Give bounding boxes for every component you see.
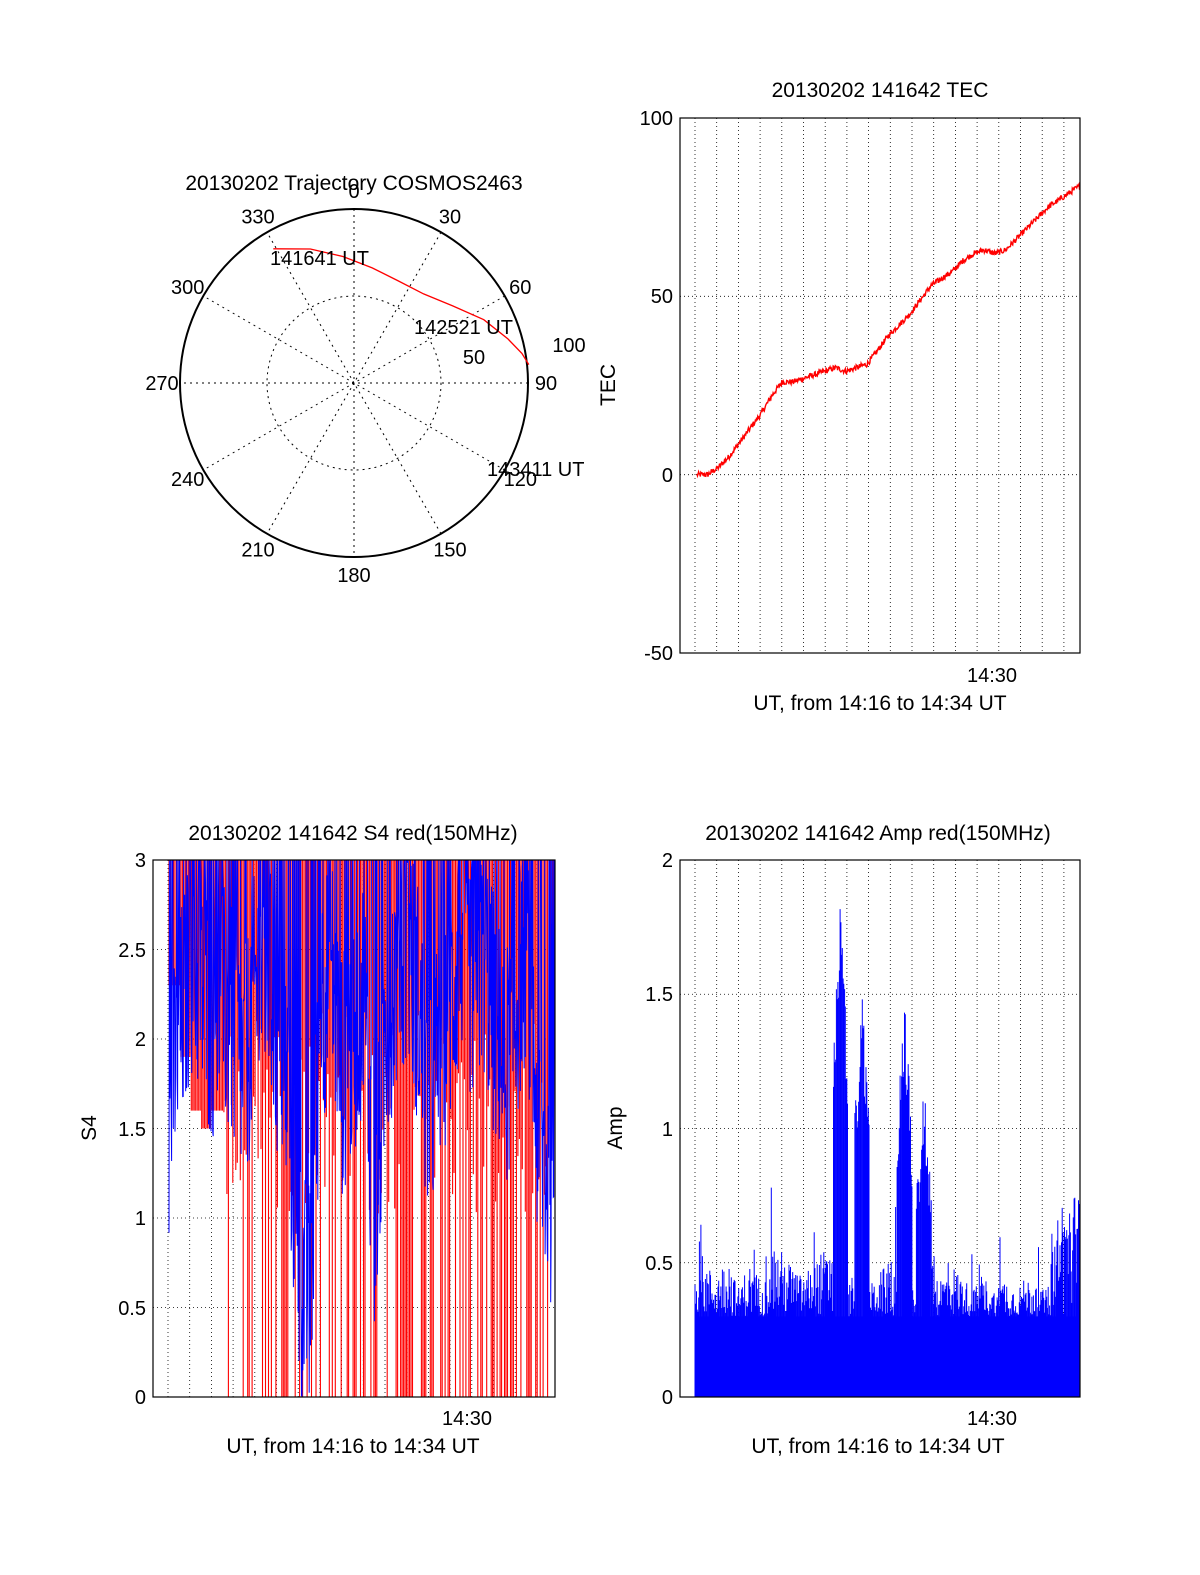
amp-title: 20130202 141642 Amp red(150MHz) [705, 822, 1051, 845]
amp-ytick-0: 0 [662, 1387, 673, 1409]
amp-ytick-1.5: 1.5 [645, 984, 673, 1006]
polar-azimuth-label-330: 330 [241, 207, 274, 229]
polar-azimuth-label-120: 120 [504, 469, 537, 491]
trajectory-end-label: 143411 UT [487, 459, 584, 481]
polar-radius-label-50: 50 [463, 347, 485, 369]
tec-xlabel: UT, from 14:16 to 14:34 UT [753, 692, 1006, 715]
polar-azimuth-label-240: 240 [171, 469, 204, 491]
trajectory-mid-label: 142521 UT [414, 317, 513, 339]
trajectory-line [273, 248, 530, 365]
polar-azimuth-label-150: 150 [433, 539, 466, 561]
s4-title: 20130202 141642 S4 red(150MHz) [188, 822, 517, 845]
s4-xtick-1430: 14:30 [442, 1408, 492, 1430]
amp-ytick-1: 1 [662, 1119, 673, 1141]
tec-ytick-100: 100 [640, 108, 673, 130]
tec-ytick-50: 50 [651, 286, 673, 308]
amp-ytick-2: 2 [662, 850, 673, 872]
s4-ytick-1: 1 [135, 1208, 146, 1230]
tec-xtick-1430: 14:30 [967, 665, 1017, 687]
amp-ylabel: Amp [604, 1106, 627, 1149]
polar-azimuth-labels: 0 30 60 90 120 150 180 210 240 270 300 330 [145, 181, 557, 587]
tec-ytick-minus50: -50 [644, 643, 673, 665]
polar-azimuth-label-0: 0 [348, 181, 359, 203]
s4-ytick-1.5: 1.5 [118, 1119, 146, 1141]
s4-ylabel: S4 [78, 1115, 101, 1141]
s4-ytick-0: 0 [135, 1387, 146, 1409]
polar-azimuth-label-300: 300 [171, 277, 204, 299]
polar-azimuth-label-60: 60 [509, 277, 531, 299]
polar-azimuth-label-30: 30 [439, 207, 461, 229]
amp-series [694, 909, 1080, 1397]
tec-title: 20130202 141642 TEC [772, 79, 989, 102]
amp-panel: 20130202 141642 Amp red(150MHz) 2 1.5 1 … [604, 822, 1081, 1458]
tec-series-line [696, 181, 1081, 479]
polar-mid-circle [266, 295, 442, 471]
s4-ytick-2.5: 2.5 [118, 940, 146, 962]
tec-frame [679, 117, 1081, 654]
polar-azimuth-label-90: 90 [535, 373, 557, 395]
amp-xtick-1430: 14:30 [967, 1408, 1017, 1430]
amp-xlabel: UT, from 14:16 to 14:34 UT [751, 1435, 1004, 1458]
trajectory-start-label: 141641 UT [270, 248, 369, 270]
polar-azimuth-label-180: 180 [337, 565, 370, 587]
polar-spokes [180, 209, 528, 557]
polar-radius-label-100: 100 [552, 335, 585, 357]
s4-ytick-2: 2 [135, 1029, 146, 1051]
polar-panel: 20130202 Trajectory COSMOS2463 0 30 60 90 12… [145, 172, 585, 587]
amp-ytick-0.5: 0.5 [645, 1253, 673, 1275]
s4-frame [152, 859, 556, 1398]
s4-xlabel: UT, from 14:16 to 14:34 UT [226, 1435, 479, 1458]
polar-title: 20130202 Trajectory COSMOS2463 [185, 172, 522, 195]
s4-ytick-3: 3 [135, 850, 146, 872]
polar-azimuth-label-270: 270 [145, 373, 178, 395]
tec-grid [680, 118, 1080, 653]
s4-panel: 20130202 141642 S4 red(150MHz) 3 2.5 2 1… [78, 822, 556, 1458]
tec-ytick-0: 0 [662, 465, 673, 487]
tec-panel: 20130202 141642 TEC 100 50 0 -50 14:30 U… [597, 79, 1081, 715]
polar-azimuth-label-210: 210 [241, 539, 274, 561]
amp-grid [680, 860, 1080, 1397]
tec-ylabel: TEC [597, 364, 620, 406]
s4-ytick-0.5: 0.5 [118, 1298, 146, 1320]
polar-spoke-150 [266, 232, 442, 534]
amp-frame [679, 859, 1081, 1398]
